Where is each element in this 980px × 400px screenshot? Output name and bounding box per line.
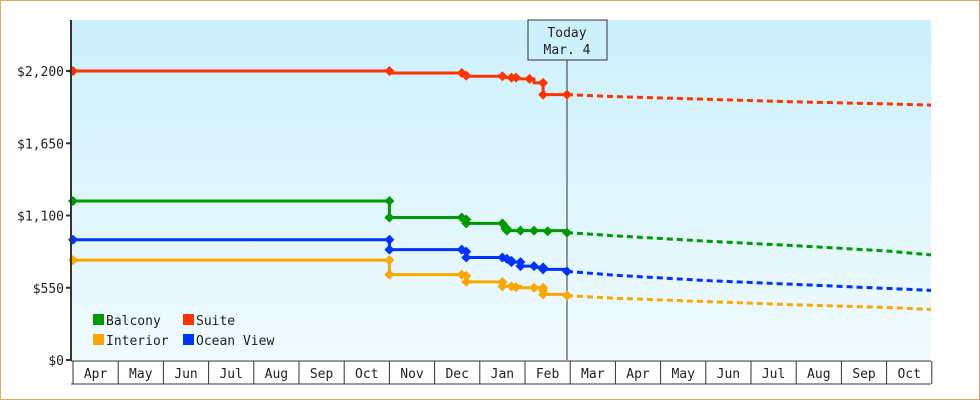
legend-item-balcony[interactable]: Balcony — [93, 314, 161, 329]
data-point[interactable] — [529, 225, 540, 236]
legend-item-interior[interactable]: Interior — [93, 334, 169, 349]
data-point[interactable] — [538, 289, 549, 300]
data-point[interactable] — [529, 282, 540, 293]
legend-label: Ocean View — [196, 334, 274, 349]
y-tick-label: $1,650 — [17, 137, 64, 152]
data-point[interactable] — [384, 196, 395, 207]
x-month-label: Oct — [897, 367, 920, 382]
legend-swatch — [183, 334, 194, 345]
projection-line — [566, 93, 932, 107]
data-point[interactable] — [384, 269, 395, 280]
projection-line — [566, 231, 932, 257]
data-point[interactable] — [562, 227, 572, 238]
data-point[interactable] — [515, 261, 526, 272]
data-point[interactable] — [461, 70, 472, 81]
legend-item-suite[interactable]: Suite — [183, 314, 235, 329]
y-tick-label: $0 — [48, 354, 64, 369]
data-point[interactable] — [461, 246, 472, 257]
legend-label: Interior — [106, 334, 169, 349]
today-label: Today — [547, 26, 586, 41]
data-point[interactable] — [384, 66, 395, 76]
x-month-label: Jun — [717, 367, 740, 382]
x-month-label: Jul — [219, 367, 242, 382]
x-month-label: Dec — [445, 367, 468, 382]
x-month-label: Sep — [310, 367, 334, 382]
data-point[interactable] — [515, 225, 526, 236]
data-point[interactable] — [384, 234, 395, 245]
data-point[interactable] — [562, 290, 572, 301]
y-axis-ticks: $0 $550 $1,100 $1,650 $2,200 — [17, 65, 71, 369]
series-lines — [68, 66, 932, 311]
legend-label: Balcony — [106, 314, 161, 329]
data-point[interactable] — [538, 264, 549, 275]
data-point[interactable] — [497, 71, 508, 82]
today-date: Mar. 4 — [544, 43, 591, 58]
data-point[interactable] — [524, 73, 535, 84]
series-interior — [68, 255, 932, 311]
data-point[interactable] — [501, 225, 512, 236]
today-marker: Today Mar. 4 — [527, 19, 608, 360]
x-axis-months: Apr May Jun Jul Aug Sep Oct Nov Dec Jan Feb Mar Apr M… — [71, 360, 933, 385]
x-month-label: Jun — [174, 367, 197, 382]
legend-item-ocean-view[interactable]: Ocean View — [183, 334, 274, 349]
y-tick-label: $2,200 — [17, 65, 64, 80]
data-point[interactable] — [384, 255, 395, 266]
y-tick-label: $1,100 — [17, 210, 64, 225]
legend-swatch — [93, 314, 104, 325]
data-point[interactable] — [384, 212, 395, 223]
x-month-label: Apr — [84, 367, 108, 382]
data-point[interactable] — [529, 261, 540, 272]
series-ocean-view — [68, 234, 932, 292]
data-point[interactable] — [384, 244, 395, 255]
data-point[interactable] — [461, 270, 472, 281]
data-point[interactable] — [461, 276, 472, 287]
legend-swatch — [93, 334, 104, 345]
today-label-box — [527, 19, 608, 61]
data-point[interactable] — [538, 77, 549, 88]
x-month-label: Aug — [265, 367, 288, 382]
x-month-label: Jul — [762, 367, 785, 382]
data-point[interactable] — [562, 89, 572, 100]
data-point[interactable] — [461, 252, 472, 263]
legend: Balcony Suite Interior Ocean View — [93, 314, 274, 349]
data-point[interactable] — [506, 257, 517, 268]
legend-label: Suite — [196, 314, 235, 329]
series-suite — [68, 66, 932, 107]
data-point[interactable] — [497, 281, 508, 292]
data-point[interactable] — [510, 282, 521, 293]
data-point[interactable] — [538, 89, 549, 100]
data-point[interactable] — [542, 226, 553, 237]
x-month-label: Jan — [491, 367, 514, 382]
data-point[interactable] — [510, 72, 521, 83]
legend-swatch — [183, 314, 194, 325]
x-month-label: Mar — [581, 367, 605, 382]
x-month-label: Feb — [536, 367, 560, 382]
projection-line — [566, 294, 932, 311]
x-month-label: Sep — [852, 367, 876, 382]
x-month-label: Apr — [626, 367, 650, 382]
x-month-label: Aug — [807, 367, 830, 382]
projection-line — [566, 269, 932, 292]
x-month-label: Nov — [400, 367, 424, 382]
x-month-label: May — [129, 367, 153, 382]
data-point[interactable] — [562, 266, 572, 277]
x-month-label: May — [671, 367, 695, 382]
data-point[interactable] — [461, 218, 472, 229]
y-tick-label: $550 — [33, 282, 64, 297]
x-month-label: Oct — [355, 367, 378, 382]
